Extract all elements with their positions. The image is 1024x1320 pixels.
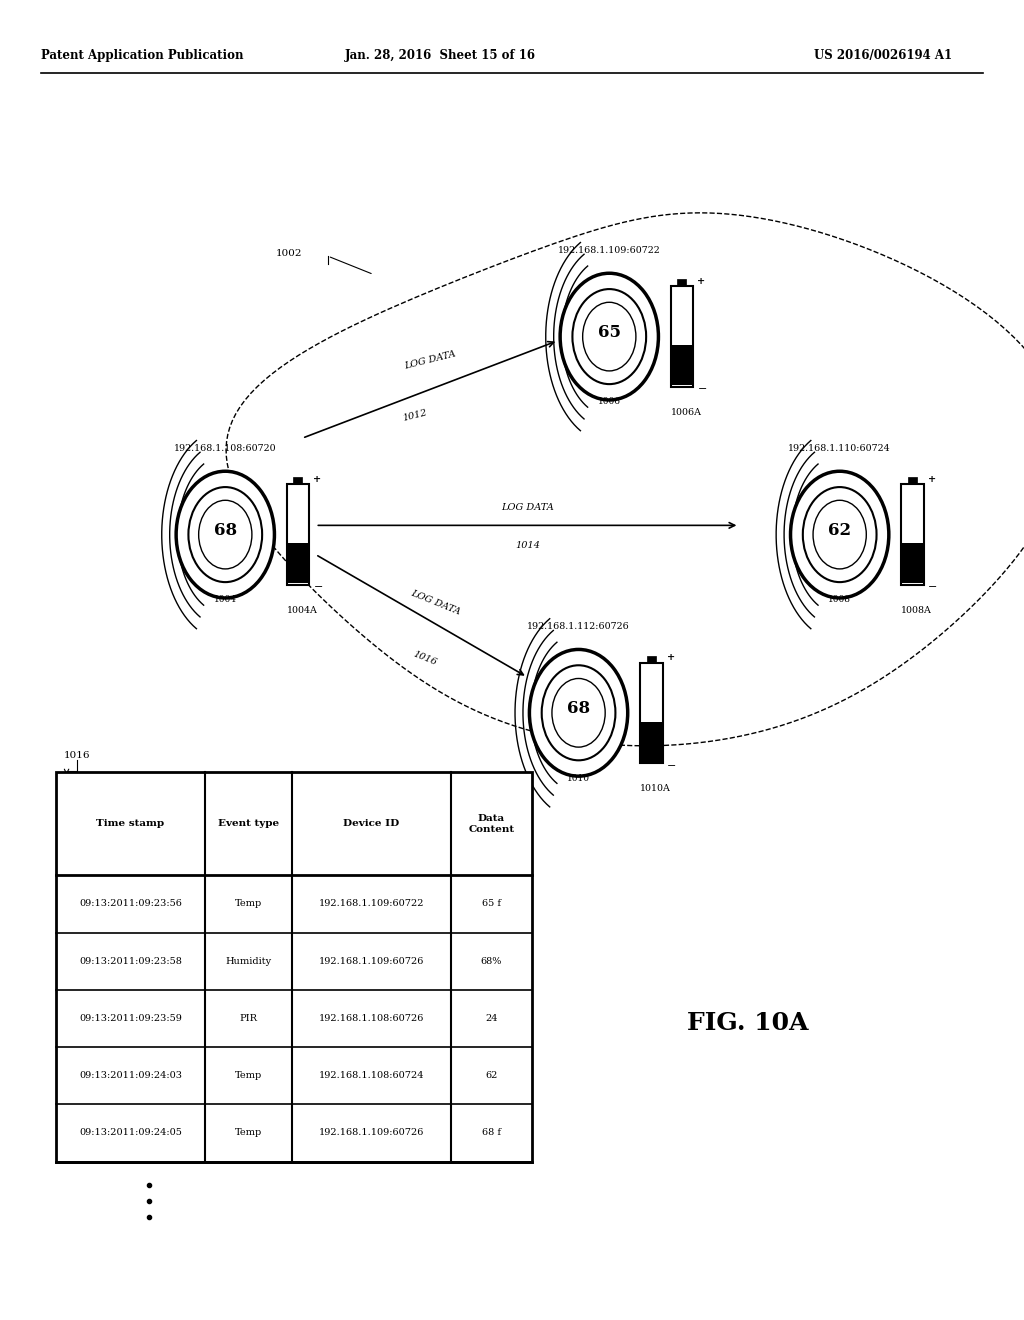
Bar	[287, 484, 309, 585]
Text: Time stamp: Time stamp	[96, 820, 165, 828]
Text: 1012: 1012	[401, 408, 428, 422]
Bar	[641, 722, 662, 762]
Text: LOG DATA: LOG DATA	[501, 503, 554, 512]
Text: 1002: 1002	[275, 249, 302, 257]
Bar	[294, 478, 302, 484]
Text: 68: 68	[567, 701, 590, 717]
Bar	[288, 544, 308, 583]
Text: −: −	[313, 582, 323, 593]
Text: +: +	[697, 277, 706, 285]
Text: 1014: 1014	[515, 541, 540, 550]
Text: 192.168.1.109:60722: 192.168.1.109:60722	[318, 899, 424, 908]
Text: Data
Content: Data Content	[468, 813, 515, 834]
Circle shape	[542, 665, 615, 760]
Bar	[647, 656, 655, 663]
Bar	[901, 484, 924, 585]
Circle shape	[552, 678, 605, 747]
Bar	[672, 346, 692, 385]
Text: Humidity: Humidity	[225, 957, 271, 966]
Text: 09:13:2011:09:24:05: 09:13:2011:09:24:05	[79, 1129, 182, 1138]
Text: Device ID: Device ID	[343, 820, 399, 828]
Text: −: −	[667, 760, 676, 771]
Text: 192.168.1.109:60722: 192.168.1.109:60722	[558, 246, 660, 255]
Text: 1010: 1010	[567, 774, 590, 783]
Text: 09:13:2011:09:23:58: 09:13:2011:09:23:58	[79, 957, 182, 966]
Bar	[908, 478, 916, 484]
Text: Temp: Temp	[234, 1129, 262, 1138]
Text: 192.168.1.108:60726: 192.168.1.108:60726	[318, 1014, 424, 1023]
Text: 1010A: 1010A	[640, 784, 671, 793]
Text: LOG DATA: LOG DATA	[403, 350, 457, 371]
Text: 1008A: 1008A	[901, 606, 932, 615]
Text: PIR: PIR	[240, 1014, 257, 1023]
Text: LOG DATA: LOG DATA	[409, 589, 462, 616]
Circle shape	[572, 289, 646, 384]
Text: 1008: 1008	[828, 595, 851, 605]
Text: 192.168.1.109:60726: 192.168.1.109:60726	[318, 957, 424, 966]
Text: 68: 68	[214, 523, 237, 539]
Circle shape	[803, 487, 877, 582]
Text: US 2016/0026194 A1: US 2016/0026194 A1	[814, 49, 952, 62]
Text: 65: 65	[598, 325, 621, 341]
Text: +: +	[667, 653, 675, 661]
Text: −: −	[697, 384, 707, 395]
Circle shape	[791, 471, 889, 598]
Text: −: −	[928, 582, 937, 593]
Bar	[902, 544, 923, 583]
Text: 192.168.1.112:60726: 192.168.1.112:60726	[527, 622, 630, 631]
Text: 24: 24	[485, 1014, 498, 1023]
Text: Patent Application Publication: Patent Application Publication	[41, 49, 244, 62]
Text: 1016: 1016	[412, 649, 438, 667]
Text: 1004A: 1004A	[287, 606, 317, 615]
Circle shape	[560, 273, 658, 400]
Text: Event type: Event type	[218, 820, 279, 828]
Circle shape	[176, 471, 274, 598]
Circle shape	[529, 649, 628, 776]
Text: 09:13:2011:09:23:59: 09:13:2011:09:23:59	[79, 1014, 182, 1023]
Circle shape	[813, 500, 866, 569]
Text: 1004: 1004	[214, 595, 237, 605]
Text: 68%: 68%	[481, 957, 502, 966]
Text: Jan. 28, 2016  Sheet 15 of 16: Jan. 28, 2016 Sheet 15 of 16	[345, 49, 536, 62]
Text: +: +	[313, 475, 322, 483]
Text: 1006: 1006	[598, 397, 621, 407]
Text: Temp: Temp	[234, 899, 262, 908]
Circle shape	[583, 302, 636, 371]
Text: 1006A: 1006A	[671, 408, 701, 417]
Text: 62: 62	[828, 523, 851, 539]
Text: 192.168.1.109:60726: 192.168.1.109:60726	[318, 1129, 424, 1138]
Text: 192.168.1.110:60724: 192.168.1.110:60724	[788, 444, 891, 453]
Text: 192.168.1.108:60724: 192.168.1.108:60724	[318, 1072, 424, 1080]
Text: 1016: 1016	[63, 751, 90, 760]
Bar	[56, 772, 532, 1162]
Text: FIG. 10A: FIG. 10A	[687, 1011, 808, 1035]
Text: 09:13:2011:09:23:56: 09:13:2011:09:23:56	[79, 899, 182, 908]
Bar	[671, 286, 693, 387]
Text: +: +	[928, 475, 936, 483]
Circle shape	[199, 500, 252, 569]
Text: Temp: Temp	[234, 1072, 262, 1080]
Circle shape	[188, 487, 262, 582]
Text: 68 f: 68 f	[482, 1129, 501, 1138]
Text: 62: 62	[485, 1072, 498, 1080]
Text: 09:13:2011:09:24:03: 09:13:2011:09:24:03	[79, 1072, 182, 1080]
Text: 65 f: 65 f	[482, 899, 501, 908]
Text: 192.168.1.108:60720: 192.168.1.108:60720	[174, 444, 276, 453]
Bar	[678, 280, 686, 286]
Bar	[640, 663, 663, 763]
